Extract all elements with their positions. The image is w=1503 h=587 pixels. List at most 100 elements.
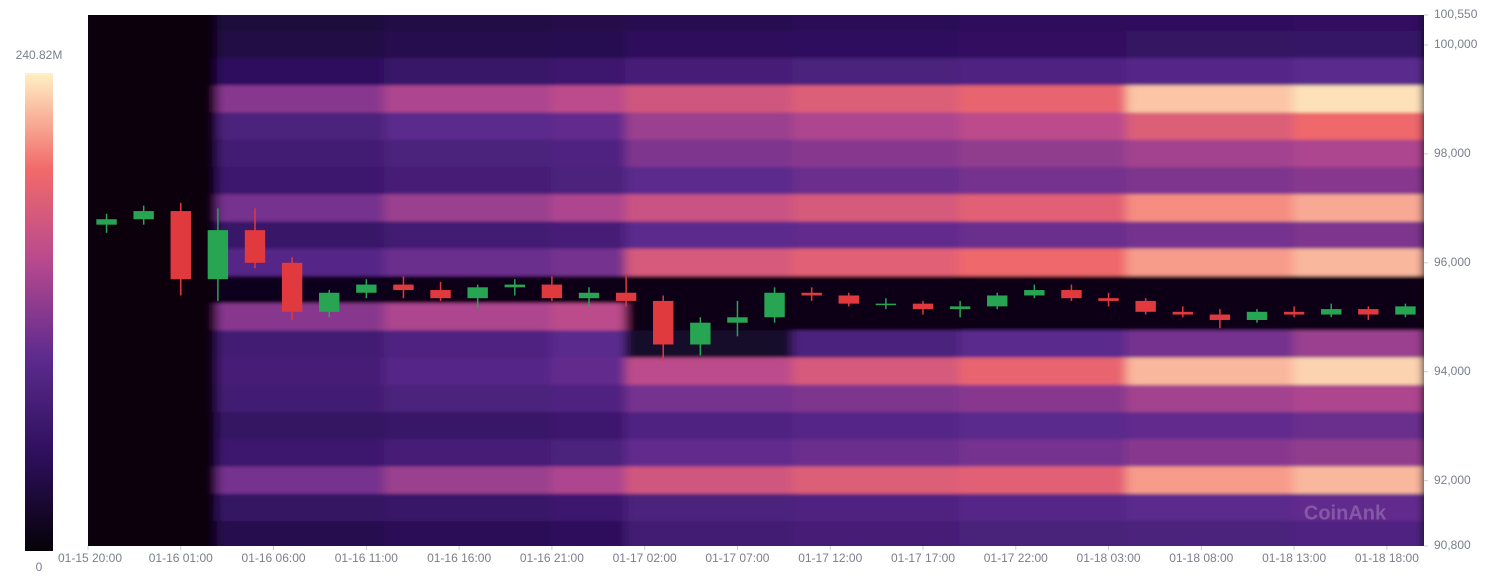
heat-cell bbox=[959, 112, 1129, 141]
candle-body bbox=[1061, 290, 1082, 299]
heat-cell bbox=[1126, 15, 1296, 32]
colorbar-label: 240.82M bbox=[16, 48, 63, 62]
heat-cell bbox=[959, 466, 1129, 495]
candle-body bbox=[949, 306, 971, 310]
heat-cell bbox=[88, 384, 219, 414]
heat-cell bbox=[1293, 466, 1424, 495]
x-tick-label: 01-17 22:00 bbox=[984, 551, 1048, 565]
heat-cell bbox=[383, 15, 553, 32]
heat-cell bbox=[383, 493, 553, 522]
heat-cell bbox=[216, 466, 386, 495]
heat-cell bbox=[1126, 58, 1296, 87]
heat-cell bbox=[959, 248, 1129, 277]
candle-body bbox=[987, 295, 1008, 307]
candle-body bbox=[764, 292, 785, 318]
heat-cell bbox=[88, 139, 219, 168]
heat-cell bbox=[625, 112, 795, 141]
heat-cell bbox=[1293, 15, 1424, 32]
heat-cell bbox=[792, 85, 962, 114]
heat-cell bbox=[792, 493, 962, 522]
candle-body bbox=[430, 290, 451, 299]
heat-cell bbox=[792, 194, 962, 223]
heat-cell bbox=[383, 58, 553, 87]
candle-body bbox=[1135, 300, 1156, 312]
heat-cell bbox=[1293, 520, 1424, 546]
candle-body bbox=[1321, 309, 1342, 315]
candle-body bbox=[393, 284, 414, 291]
x-tick-label: 01-18 13:00 bbox=[1262, 551, 1326, 565]
heat-cell bbox=[550, 357, 628, 386]
heat-cell bbox=[1126, 412, 1296, 441]
colorbar bbox=[25, 73, 53, 551]
heat-cell bbox=[383, 412, 553, 441]
heat-cell bbox=[959, 58, 1129, 87]
candle-body bbox=[541, 284, 563, 299]
heat-cell bbox=[1293, 330, 1424, 359]
heat-cell bbox=[88, 303, 219, 332]
heat-cell bbox=[959, 330, 1129, 359]
heat-cell bbox=[383, 221, 553, 250]
heat-cell bbox=[792, 30, 962, 60]
heat-cell bbox=[625, 139, 795, 168]
watermark: CoinAnk bbox=[1304, 502, 1387, 524]
candle-body bbox=[281, 262, 303, 312]
heat-cell bbox=[959, 384, 1129, 414]
x-tick-label: 01-16 21:00 bbox=[520, 551, 584, 565]
candle-body bbox=[96, 219, 117, 225]
heat-cell bbox=[216, 330, 386, 359]
heat-cell bbox=[792, 139, 962, 168]
heat-cell bbox=[383, 30, 553, 60]
heat-cell bbox=[1126, 493, 1296, 522]
heat-cell bbox=[1126, 357, 1296, 386]
heat-cell bbox=[383, 112, 553, 141]
heat-cell bbox=[1126, 85, 1296, 114]
heat-cell bbox=[792, 221, 962, 250]
heat-cell bbox=[88, 221, 219, 250]
heat-cell bbox=[625, 166, 795, 196]
heat-cell bbox=[88, 330, 219, 359]
heat-cell bbox=[216, 412, 386, 441]
candle-body bbox=[1395, 306, 1416, 315]
heat-cell bbox=[383, 139, 553, 168]
heat-cell bbox=[1293, 275, 1424, 305]
heat-cell bbox=[792, 439, 962, 468]
heat-cell bbox=[959, 357, 1129, 386]
heat-cell bbox=[1126, 520, 1296, 546]
heat-cell bbox=[625, 493, 795, 522]
candle-body bbox=[1209, 314, 1231, 320]
heat-cell bbox=[550, 58, 628, 87]
heat-cell bbox=[959, 85, 1129, 114]
x-tick-label: 01-16 16:00 bbox=[427, 551, 491, 565]
heat-cell bbox=[383, 439, 553, 468]
x-tick-label: 01-17 07:00 bbox=[705, 551, 769, 565]
x-tick-label: 01-17 12:00 bbox=[798, 551, 862, 565]
heat-cell bbox=[1293, 412, 1424, 441]
candle-body bbox=[801, 292, 822, 296]
candle-body bbox=[1283, 311, 1305, 315]
heat-cell bbox=[792, 112, 962, 141]
heat-cell bbox=[1293, 139, 1424, 168]
y-tick-label: 92,000 bbox=[1434, 473, 1471, 487]
heat-cell bbox=[88, 85, 219, 114]
heat-cell bbox=[959, 493, 1129, 522]
heat-cell bbox=[88, 357, 219, 386]
heat-cell bbox=[625, 85, 795, 114]
y-tick-label: 90,800 bbox=[1434, 538, 1471, 552]
candle-body bbox=[838, 295, 859, 304]
heat-cell bbox=[1126, 139, 1296, 168]
candle-body bbox=[356, 284, 377, 293]
heat-cell bbox=[959, 412, 1129, 441]
heat-cell bbox=[625, 194, 795, 223]
heat-cell bbox=[550, 303, 628, 332]
heat-cell bbox=[1126, 221, 1296, 250]
candle-body bbox=[578, 292, 600, 299]
y-tick-label: 100,550 bbox=[1434, 7, 1478, 21]
heat-cell bbox=[1293, 439, 1424, 468]
heat-cell bbox=[88, 493, 219, 522]
heat-cell bbox=[550, 112, 628, 141]
heat-cell bbox=[792, 357, 962, 386]
heat-cell bbox=[550, 248, 628, 277]
heat-cell bbox=[1293, 30, 1424, 60]
heat-cell bbox=[88, 275, 219, 305]
heat-cell bbox=[1293, 221, 1424, 250]
